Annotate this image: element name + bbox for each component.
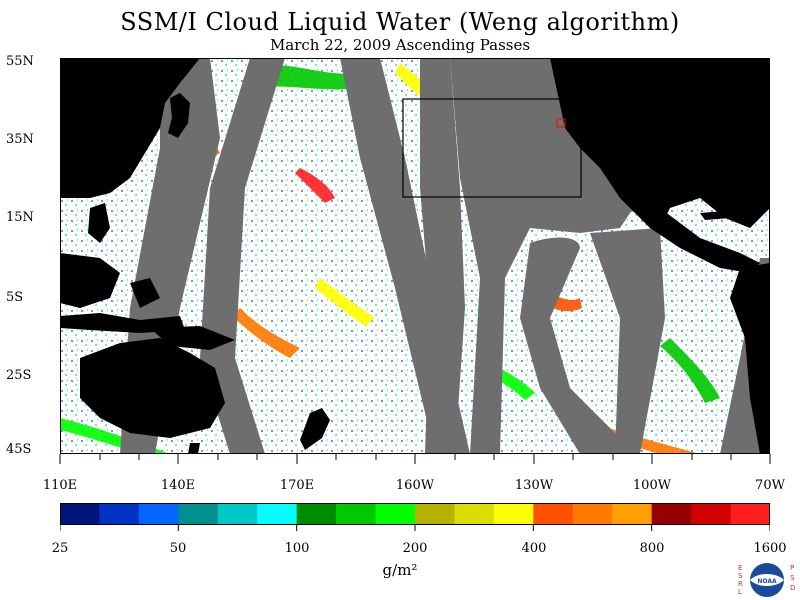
land-masses <box>60 58 770 454</box>
lon-label-170e: 170E <box>279 478 315 493</box>
colorbar-segment <box>691 503 732 525</box>
lat-label-15n: 15N <box>6 210 34 225</box>
noaa-emblem-text: NOAA <box>757 578 777 585</box>
colorbar-units: g/m² <box>382 561 418 579</box>
colorbar-label-400: 400 <box>521 541 547 556</box>
colorbar-label-50: 50 <box>169 541 187 556</box>
colorbar-label-1600: 1600 <box>753 541 787 556</box>
colorbar-segment <box>257 503 298 525</box>
noaa-esrl-psd-logo: E S R L P S D NOAA <box>738 563 795 597</box>
logo-left-letter-1: E <box>738 564 742 572</box>
lon-ticks <box>59 454 771 464</box>
colorbar-segment <box>454 503 495 525</box>
colorbar-segment <box>612 503 653 525</box>
colorbar-segment <box>217 503 258 525</box>
logo-side-text: E S R L P S D <box>738 564 795 596</box>
colorbar-segment <box>651 503 692 525</box>
lon-label-70w: 70W <box>755 478 785 493</box>
site-marker <box>556 118 566 128</box>
colorbar-label-200: 200 <box>402 541 428 556</box>
colorbar-segment <box>375 503 416 525</box>
colorbar-segment <box>493 503 534 525</box>
lat-label-35n: 35N <box>6 132 34 147</box>
colorbar-segment <box>138 503 179 525</box>
logo-left-letter-4: L <box>738 588 742 596</box>
chart-title: SSM/I Cloud Liquid Water (Weng algorithm… <box>120 8 680 36</box>
lon-label-100w: 100W <box>632 478 672 493</box>
colorbar-segment <box>296 503 337 525</box>
logo-right-letter-1: P <box>790 564 794 572</box>
noaa-gull-shape <box>750 574 784 586</box>
region-box <box>402 98 582 198</box>
logo-left-letter-3: R <box>738 580 743 588</box>
colorbar-segment <box>415 503 455 525</box>
logo-right-letter-2: S <box>790 574 795 582</box>
colorbar-segment <box>572 503 613 525</box>
lon-label-130w: 130W <box>514 478 554 493</box>
lon-label-140e: 140E <box>160 478 196 493</box>
colorbar-segment <box>60 503 100 525</box>
lon-label-160w: 160W <box>395 478 435 493</box>
colorbar-segment <box>533 503 574 525</box>
colorbar-border <box>60 503 770 525</box>
cloud-water-map <box>60 58 770 454</box>
colorbar-segment <box>178 503 219 525</box>
colorbar-segment <box>336 503 377 525</box>
colorbar-label-800: 800 <box>639 541 665 556</box>
lat-label-5s: 5S <box>6 290 24 305</box>
lat-label-45s: 45S <box>6 442 32 457</box>
colorbar-label-100: 100 <box>284 541 310 556</box>
colorbar-segment <box>730 503 770 525</box>
logo-left-letter-2: S <box>738 572 743 580</box>
colorbar-segment <box>99 503 140 525</box>
map-svg <box>60 58 770 454</box>
map-border <box>60 58 770 454</box>
lat-label-25s: 25S <box>6 368 32 383</box>
chart-subtitle: March 22, 2009 Ascending Passes <box>269 36 531 54</box>
colorbar <box>60 503 770 531</box>
lon-label-110e: 110E <box>42 478 78 493</box>
lat-label-55n: 55N <box>6 54 34 69</box>
colorbar-label-25: 25 <box>51 541 69 556</box>
logo-right-letter-3: D <box>790 584 795 592</box>
